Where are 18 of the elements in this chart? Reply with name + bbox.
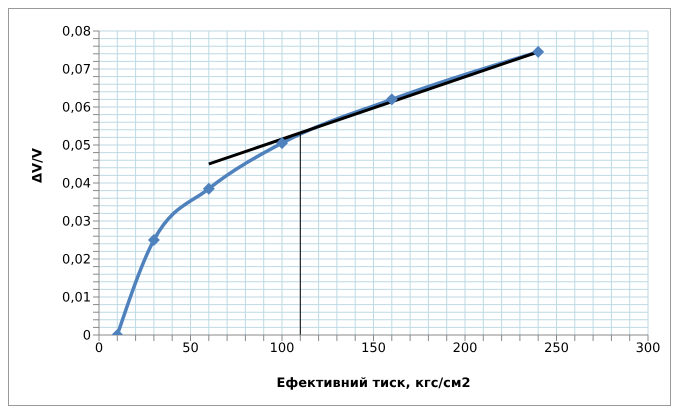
y-axis-title: ΔV/V <box>30 148 46 183</box>
y-tick-label: 0,02 <box>62 252 91 268</box>
x-tick-label: 150 <box>361 341 386 356</box>
x-tick-label: 100 <box>270 341 294 356</box>
y-tick-label: 0,05 <box>62 138 91 154</box>
x-tick-label: 250 <box>544 341 569 356</box>
x-tick-label: 200 <box>452 341 478 356</box>
x-tick-label: 300 <box>636 341 660 356</box>
y-tick-label: 0,03 <box>62 214 91 230</box>
y-tick-label: 0,08 <box>62 24 91 40</box>
y-tick-label: 0,04 <box>62 176 91 192</box>
y-tick-label: 0,07 <box>62 62 91 78</box>
x-tick-label: 50 <box>182 341 199 356</box>
y-tick-label: 0,01 <box>62 290 91 306</box>
x-tick-label: 0 <box>94 341 104 356</box>
x-axis-title: Ефективний тиск, кгс/см2 <box>276 376 471 391</box>
y-tick-label: 0 <box>82 328 91 344</box>
y-tick-label: 0,06 <box>62 100 91 116</box>
